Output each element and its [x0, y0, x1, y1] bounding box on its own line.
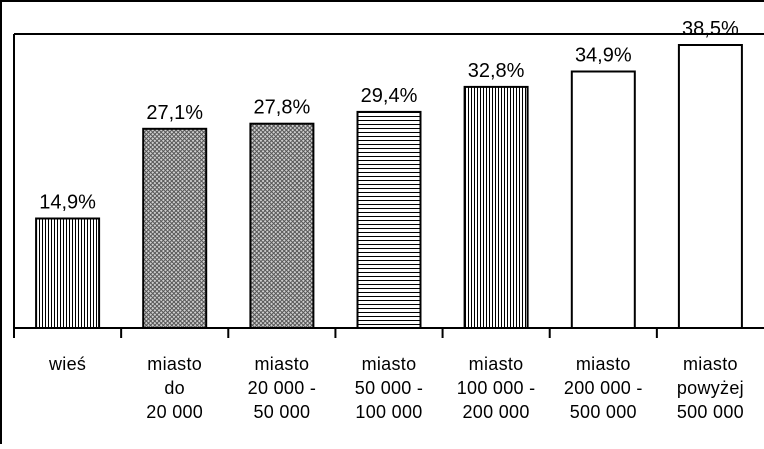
category-label: miasto [683, 354, 738, 374]
value-label: 29,4% [361, 85, 418, 107]
category-label: miasto [147, 354, 202, 374]
category-label: 200 000 - [564, 378, 643, 398]
bar [249, 122, 315, 329]
category-label: 500 000 [570, 402, 637, 422]
value-label: 14,9% [39, 192, 96, 214]
category-label: miasto [362, 354, 417, 374]
category-label: do [164, 378, 185, 398]
bar [35, 217, 101, 329]
bar [570, 70, 636, 329]
category-label: 100 000 - [457, 378, 536, 398]
category-label: wieś [48, 354, 86, 374]
category-label: miasto [576, 354, 631, 374]
bars-layer [35, 44, 743, 330]
category-label: 500 000 [677, 402, 744, 422]
value-labels-layer: 14,9% 27,1% 27,8% 29,4% 32,8% 34,9% 38,5% [39, 18, 739, 214]
value-label: 32,8% [468, 60, 525, 82]
category-label: miasto [254, 354, 309, 374]
value-label: 27,1% [146, 102, 203, 124]
value-label: 27,8% [254, 97, 311, 119]
value-label: 34,9% [575, 45, 632, 67]
category-labels-layer: wieś miasto do 20 000 miasto 20 000 - 50 000 mi… [48, 354, 744, 422]
category-label: miasto [469, 354, 524, 374]
category-label: 200 000 [463, 402, 530, 422]
value-label: 38,5% [682, 18, 739, 40]
category-label: 50 000 [253, 402, 310, 422]
bar [677, 44, 743, 329]
category-label: 50 000 - [355, 378, 423, 398]
category-label: 20 000 - [248, 378, 316, 398]
bar [356, 110, 422, 330]
category-label: powyżej [677, 378, 744, 398]
category-label: 20 000 [146, 402, 203, 422]
bar [142, 127, 208, 329]
category-label: 100 000 [355, 402, 422, 422]
bar [463, 85, 529, 330]
